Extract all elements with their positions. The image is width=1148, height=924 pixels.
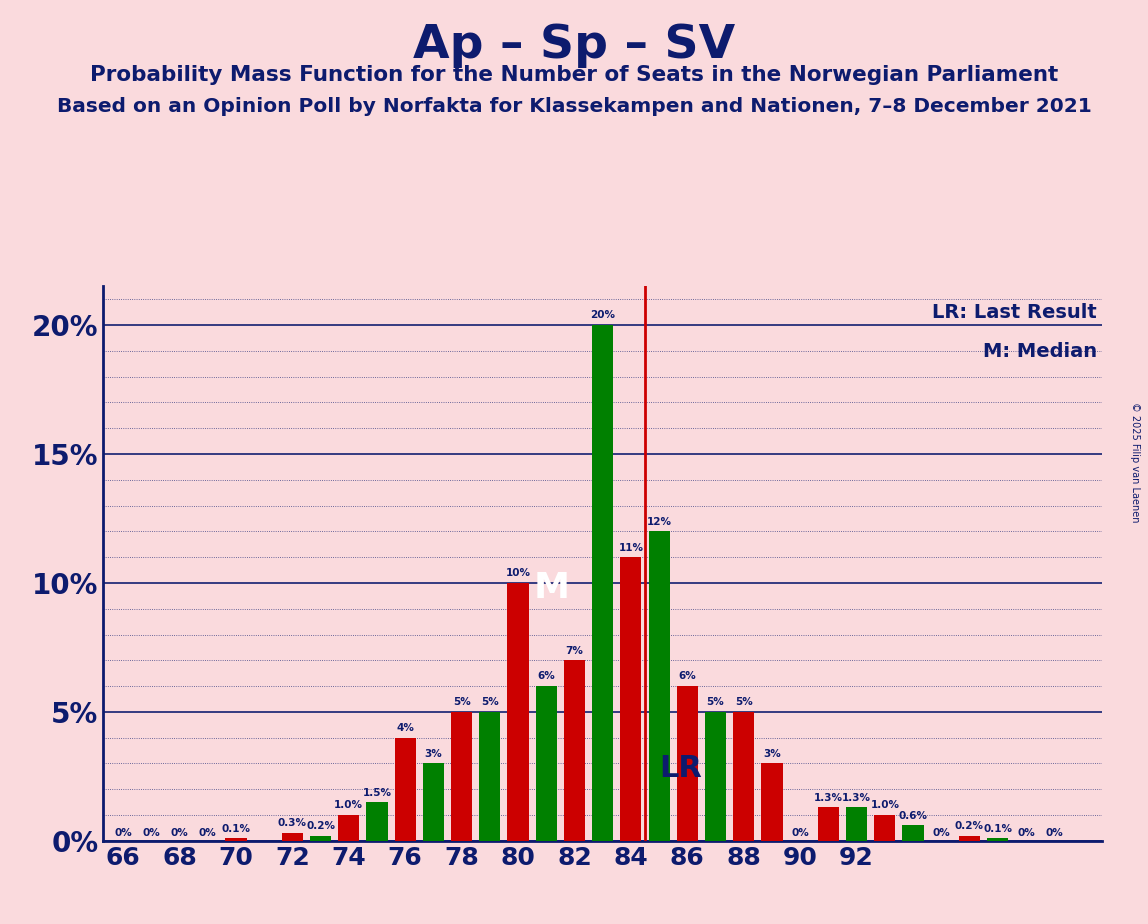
Text: © 2025 Filip van Laenen: © 2025 Filip van Laenen: [1130, 402, 1140, 522]
Text: 0%: 0%: [791, 828, 809, 838]
Text: 12%: 12%: [646, 517, 672, 527]
Text: 1.5%: 1.5%: [363, 787, 391, 797]
Text: 0%: 0%: [1045, 828, 1063, 838]
Text: Ap – Sp – SV: Ap – Sp – SV: [413, 23, 735, 68]
Bar: [395, 737, 416, 841]
Bar: [677, 687, 698, 841]
Text: 6%: 6%: [537, 672, 556, 682]
Text: 0%: 0%: [171, 828, 188, 838]
Bar: [761, 763, 783, 841]
Text: 0.2%: 0.2%: [307, 821, 335, 831]
Text: 1.3%: 1.3%: [843, 793, 871, 803]
Text: 11%: 11%: [619, 542, 643, 553]
Text: 0.1%: 0.1%: [983, 823, 1013, 833]
Text: 1.3%: 1.3%: [814, 793, 843, 803]
Text: 0.6%: 0.6%: [899, 810, 928, 821]
Text: 0%: 0%: [199, 828, 217, 838]
Text: 0%: 0%: [1017, 828, 1034, 838]
Text: 5%: 5%: [707, 698, 724, 707]
Bar: [817, 808, 839, 841]
Text: Based on an Opinion Poll by Norfakta for Klassekampen and Nationen, 7–8 December: Based on an Opinion Poll by Norfakta for…: [56, 97, 1092, 116]
Bar: [959, 835, 980, 841]
Bar: [479, 711, 501, 841]
Text: LR: Last Result: LR: Last Result: [932, 303, 1097, 322]
Text: 20%: 20%: [590, 310, 615, 321]
Bar: [564, 661, 585, 841]
Bar: [705, 711, 727, 841]
Text: 3%: 3%: [763, 748, 781, 759]
Bar: [649, 531, 669, 841]
Bar: [620, 557, 642, 841]
Text: 1.0%: 1.0%: [870, 800, 899, 810]
Bar: [507, 583, 528, 841]
Text: M: M: [534, 571, 569, 605]
Bar: [225, 838, 247, 841]
Text: 7%: 7%: [566, 646, 583, 656]
Text: Probability Mass Function for the Number of Seats in the Norwegian Parliament: Probability Mass Function for the Number…: [90, 65, 1058, 85]
Text: 5%: 5%: [452, 698, 471, 707]
Text: 5%: 5%: [735, 698, 753, 707]
Text: 1.0%: 1.0%: [334, 800, 363, 810]
Bar: [987, 838, 1008, 841]
Bar: [422, 763, 444, 841]
Text: 4%: 4%: [396, 723, 414, 733]
Text: 10%: 10%: [505, 568, 530, 578]
Text: LR: LR: [659, 754, 703, 784]
Text: 0%: 0%: [932, 828, 951, 838]
Bar: [366, 802, 388, 841]
Text: 0%: 0%: [114, 828, 132, 838]
Bar: [902, 825, 924, 841]
Text: 3%: 3%: [425, 748, 442, 759]
Bar: [281, 833, 303, 841]
Bar: [846, 808, 867, 841]
Bar: [592, 325, 613, 841]
Bar: [875, 815, 895, 841]
Bar: [536, 687, 557, 841]
Text: 0.2%: 0.2%: [955, 821, 984, 831]
Text: 0%: 0%: [142, 828, 161, 838]
Text: 5%: 5%: [481, 698, 498, 707]
Bar: [310, 835, 331, 841]
Text: 6%: 6%: [678, 672, 696, 682]
Text: M: Median: M: Median: [983, 342, 1097, 361]
Bar: [339, 815, 359, 841]
Bar: [734, 711, 754, 841]
Bar: [451, 711, 472, 841]
Text: 0.3%: 0.3%: [278, 819, 307, 829]
Text: 0.1%: 0.1%: [222, 823, 250, 833]
